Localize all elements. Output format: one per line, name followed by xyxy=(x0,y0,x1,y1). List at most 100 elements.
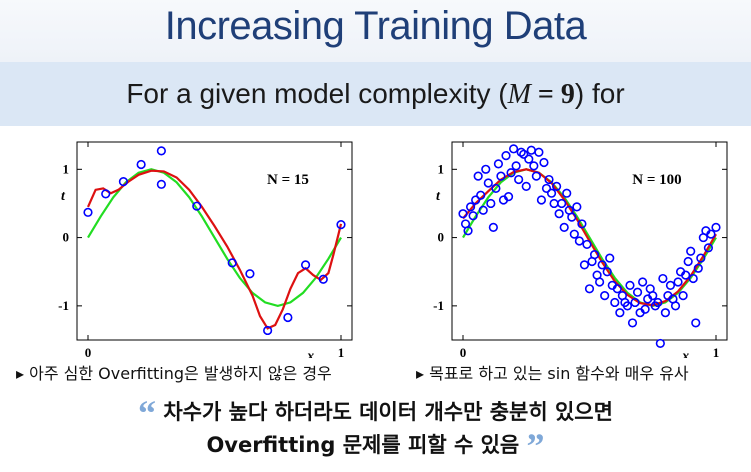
plot-frame xyxy=(76,141,353,341)
data-point xyxy=(539,157,549,168)
data-point xyxy=(653,297,663,308)
data-point xyxy=(463,226,473,236)
data-point xyxy=(245,269,255,279)
sample-size-label: N = 100 xyxy=(632,172,681,188)
slide-title: Increasing Training Data xyxy=(164,4,587,48)
data-point xyxy=(559,222,569,232)
subtitle-suffix: ) for xyxy=(574,78,625,109)
data-point xyxy=(524,154,534,164)
y-tick-label: -1 xyxy=(433,298,444,313)
data-point xyxy=(660,308,671,318)
data-point xyxy=(531,171,541,181)
data-point xyxy=(101,189,111,199)
data-point xyxy=(602,267,612,277)
data-point xyxy=(610,297,620,308)
chart-n15: -1 0 1 0 1 x t N = 15 xyxy=(58,141,353,358)
open-quote-mark: “ xyxy=(138,393,157,433)
data-point xyxy=(678,291,688,301)
data-point xyxy=(481,164,491,174)
data-point xyxy=(546,188,557,198)
data-point xyxy=(665,280,676,290)
caption-left: ▸ 아주 심한 Overfitting은 발생하지 않은 경우 xyxy=(16,364,332,383)
caption-right: ▸ 목표로 하고 있는 sin 함수와 매우 유사 xyxy=(416,364,689,383)
data-point xyxy=(655,338,665,349)
data-point xyxy=(318,274,328,284)
subtitle-variable: M xyxy=(507,79,531,110)
data-point xyxy=(501,151,511,161)
data-point xyxy=(632,287,643,297)
data-point xyxy=(506,168,516,178)
subtitle-equals: = xyxy=(530,79,561,110)
data-point xyxy=(458,209,468,219)
subtitle-band xyxy=(0,62,751,126)
data-point xyxy=(711,222,721,232)
chart-n100: -1 0 1 0 1 x t N = 100 xyxy=(433,141,728,358)
data-point xyxy=(569,229,579,239)
data-point xyxy=(706,229,716,239)
data-point xyxy=(688,273,698,284)
data-point xyxy=(227,258,237,268)
data-point xyxy=(83,207,93,217)
data-point xyxy=(691,318,701,328)
y-axis-label: t xyxy=(436,189,441,204)
data-point xyxy=(597,260,607,270)
data-point xyxy=(516,147,526,157)
x-axis-label: x xyxy=(306,349,314,358)
data-point xyxy=(156,179,166,189)
data-point xyxy=(600,291,610,301)
data-point xyxy=(536,195,547,205)
data-point xyxy=(681,270,691,280)
data-point xyxy=(673,277,683,287)
x-tick-label: 1 xyxy=(713,345,720,358)
data-point xyxy=(640,304,650,314)
data-point xyxy=(483,178,493,188)
x-tick-label: 1 xyxy=(338,345,345,358)
data-point xyxy=(473,171,483,181)
data-point xyxy=(622,301,633,311)
data-point xyxy=(612,284,622,294)
y-axis-label: t xyxy=(61,189,66,204)
quote-text-2: Overfitting 문제를 피할 수 있음 xyxy=(206,433,520,457)
data-point xyxy=(577,219,587,229)
data-point xyxy=(703,243,714,253)
data-point xyxy=(625,280,635,290)
data-point xyxy=(630,297,640,308)
subtitle-prefix: For a given model complexity ( xyxy=(126,78,508,109)
slide-subtitle: For a given model complexity (M = 9) for xyxy=(0,78,751,111)
data-point xyxy=(478,205,488,215)
data-point xyxy=(283,312,293,323)
data-point xyxy=(468,211,478,221)
data-point xyxy=(476,190,486,200)
data-point xyxy=(529,161,539,171)
data-point xyxy=(562,188,572,198)
data-point xyxy=(534,147,544,157)
data-point xyxy=(584,284,595,294)
y-tick-label: 0 xyxy=(438,230,445,245)
data-point xyxy=(582,239,592,250)
data-point xyxy=(648,291,658,301)
data-point xyxy=(486,198,496,209)
y-tick-label: 1 xyxy=(438,161,445,176)
data-point xyxy=(511,161,521,171)
data-point xyxy=(300,260,311,270)
data-point xyxy=(541,183,552,194)
data-point xyxy=(579,260,590,270)
data-point xyxy=(118,176,129,187)
data-point xyxy=(493,159,504,169)
data-point xyxy=(491,183,501,194)
data-point xyxy=(572,202,582,212)
x-tick-label: 0 xyxy=(460,345,467,358)
data-point xyxy=(192,201,202,211)
data-point xyxy=(544,174,554,185)
data-point xyxy=(336,220,346,230)
data-point xyxy=(638,277,648,287)
data-point xyxy=(554,209,564,219)
data-point xyxy=(574,236,584,246)
data-point xyxy=(658,273,668,284)
quote-text-1: 차수가 높다 하더라도 데이터 개수만 충분히 있으면 xyxy=(163,400,613,424)
data-point xyxy=(552,181,562,191)
y-tick-label: 0 xyxy=(63,230,70,245)
data-point xyxy=(471,195,481,205)
data-point xyxy=(514,174,524,185)
data-point xyxy=(488,222,498,232)
